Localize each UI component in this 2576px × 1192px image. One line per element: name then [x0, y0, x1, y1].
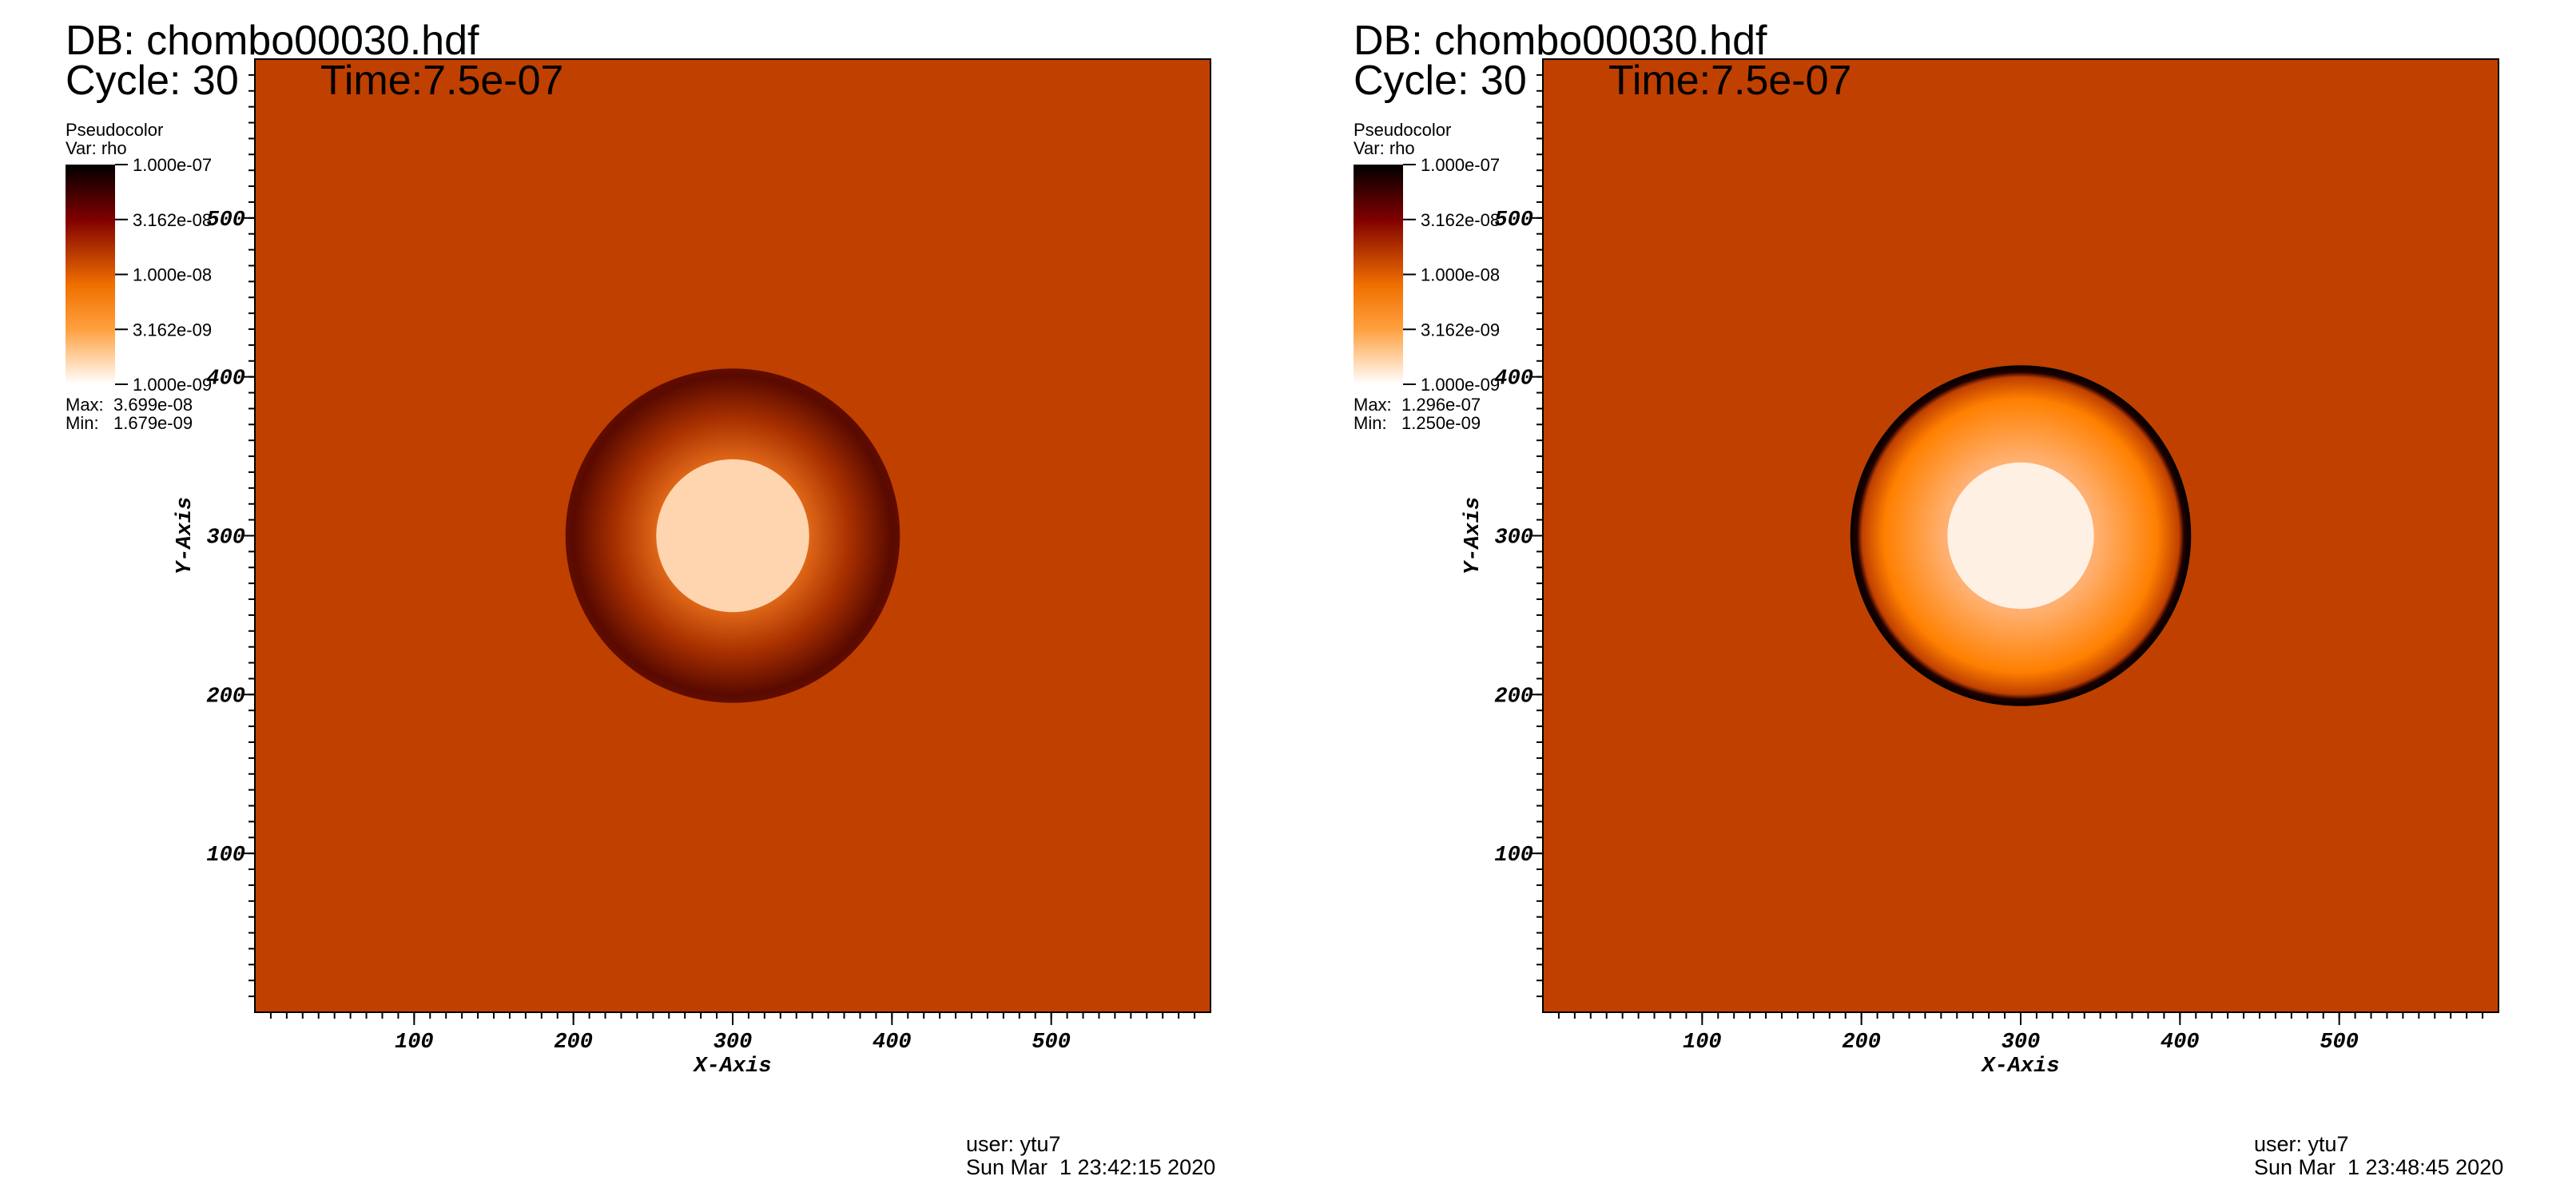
legend-variable: Var: rho	[66, 138, 127, 158]
legend-title: Pseudocolor	[1354, 120, 1451, 140]
y-tick-label: 100	[1494, 844, 1533, 868]
max-value: 1.296e-07	[1401, 395, 1481, 415]
density-core	[1947, 462, 2094, 610]
x-tick-label: 100	[395, 1031, 434, 1055]
y-tick-label: 500	[206, 209, 245, 232]
user: user: ytu7	[2254, 1132, 2349, 1156]
colorbar-tick-label: 1.000e-07	[133, 155, 212, 175]
min-value: 1.679e-09	[113, 413, 193, 433]
y-tick-label: 300	[1494, 526, 1533, 550]
panel: 100 200 300 400 500 100 200 300 400 500 X-Axis Y-Ax…	[66, 18, 1215, 1179]
y-tick-label: 400	[1494, 368, 1533, 391]
colorbar	[1354, 165, 1403, 384]
max-label: Max:	[1354, 395, 1392, 415]
x-tick-label: 200	[1842, 1031, 1881, 1055]
timestamp: Sun Mar 1 23:42:15 2020	[966, 1155, 1215, 1179]
time: Time:7.5e-07	[320, 58, 563, 104]
density-core	[656, 459, 809, 613]
min-value: 1.250e-09	[1401, 413, 1481, 433]
min-label: Min:	[66, 413, 99, 433]
x-tick-label: 400	[873, 1031, 912, 1055]
x-tick-label: 300	[2002, 1031, 2041, 1055]
x-axis-label: X-Axis	[692, 1055, 771, 1079]
y-tick-label: 200	[1494, 685, 1533, 709]
legend-variable: Var: rho	[1354, 138, 1415, 158]
y-tick-label: 100	[206, 844, 245, 868]
time: Time:7.5e-07	[1608, 58, 1851, 104]
y-axis-label: Y-Axis	[173, 497, 197, 574]
colorbar-tick-label: 3.162e-08	[133, 210, 212, 230]
timestamp: Sun Mar 1 23:48:45 2020	[2254, 1155, 2503, 1179]
colorbar-tick-label: 1.000e-08	[133, 265, 212, 285]
x-tick-label: 500	[2320, 1031, 2359, 1055]
database: DB: chombo00030.hdf	[66, 18, 479, 64]
x-axis-label: X-Axis	[1980, 1055, 2059, 1079]
legend-title: Pseudocolor	[66, 120, 163, 140]
colorbar-tick-label: 3.162e-09	[133, 320, 212, 340]
user: user: ytu7	[966, 1132, 1061, 1156]
x-tick-label: 300	[714, 1031, 753, 1055]
x-tick-label: 400	[2161, 1031, 2200, 1055]
colorbar-tick-label: 1.000e-08	[1421, 265, 1500, 285]
colorbar	[66, 165, 115, 384]
colorbar-tick-label: 3.162e-09	[1421, 320, 1500, 340]
x-tick-label: 500	[1032, 1031, 1071, 1055]
min-label: Min:	[1354, 413, 1387, 433]
colorbar-tick-label: 1.000e-09	[133, 375, 212, 395]
max-value: 3.699e-08	[113, 395, 193, 415]
y-tick-label: 400	[206, 368, 245, 391]
colorbar-tick-label: 1.000e-07	[1421, 155, 1500, 175]
x-tick-label: 100	[1683, 1031, 1722, 1055]
cycle: Cycle: 30	[1354, 58, 1527, 104]
colorbar-tick-label: 3.162e-08	[1421, 210, 1500, 230]
y-tick-label: 500	[1494, 209, 1533, 232]
y-axis-label: Y-Axis	[1461, 497, 1485, 574]
x-tick-label: 200	[554, 1031, 593, 1055]
max-label: Max:	[66, 395, 104, 415]
cycle: Cycle: 30	[66, 58, 239, 104]
colorbar-tick-label: 1.000e-09	[1421, 375, 1500, 395]
panel: 100 200 300 400 500 100 200 300 400 500 X-Axis Y-Ax…	[1354, 18, 2503, 1179]
y-tick-label: 200	[206, 685, 245, 709]
y-tick-label: 300	[206, 526, 245, 550]
database: DB: chombo00030.hdf	[1354, 18, 1767, 64]
